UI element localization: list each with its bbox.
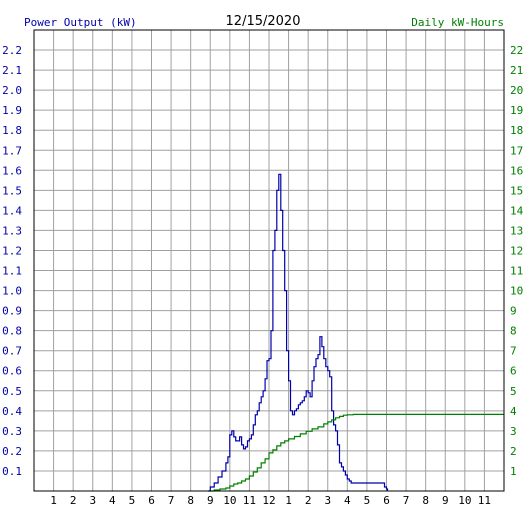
x-tick-label: 5 — [364, 494, 371, 507]
x-tick-label: 11 — [478, 494, 491, 507]
right-axis-label: Daily kW-Hours — [411, 16, 504, 29]
x-tick-label: 6 — [148, 494, 155, 507]
x-axis-ticks: 1 2 3 4 5 6 7 8 9 10 11 12 1 2 3 4 5 6 7 8 9 10 11 — [50, 494, 491, 507]
right-tick-label: 4 — [510, 405, 517, 418]
right-tick-label: 11 — [510, 265, 523, 278]
x-tick-label: 9 — [442, 494, 449, 507]
right-tick-label: 2 — [510, 445, 517, 458]
x-tick-label: 8 — [422, 494, 429, 507]
right-tick-label: 17 — [510, 144, 523, 157]
right-tick-label: 9 — [510, 305, 517, 318]
right-tick-label: 21 — [510, 64, 523, 77]
right-tick-label: 14 — [510, 204, 524, 217]
left-tick-label: 0.6 — [2, 365, 22, 378]
left-tick-label: 1.6 — [2, 164, 22, 177]
left-tick-label: 0.1 — [2, 465, 22, 478]
right-tick-label: 10 — [510, 285, 523, 298]
left-tick-label: 2.0 — [2, 84, 22, 97]
left-tick-label: 1.2 — [2, 244, 22, 257]
x-tick-label: 6 — [383, 494, 390, 507]
right-tick-label: 16 — [510, 164, 523, 177]
right-tick-label: 1 — [510, 465, 517, 478]
x-tick-label: 4 — [109, 494, 116, 507]
left-tick-label: 0.9 — [2, 305, 22, 318]
power-output-line — [208, 173, 389, 492]
x-tick-label: 9 — [207, 494, 214, 507]
x-tick-label: 12 — [262, 494, 275, 507]
right-tick-label: 13 — [510, 224, 523, 237]
x-tick-label: 10 — [223, 494, 236, 507]
chart-title: 12/15/2020 — [226, 14, 301, 29]
right-tick-label: 3 — [510, 425, 517, 438]
left-tick-label: 0.3 — [2, 425, 22, 438]
left-axis-label: Power Output (kW) — [24, 16, 137, 29]
x-tick-label: 11 — [243, 494, 256, 507]
left-tick-label: 0.4 — [2, 405, 22, 418]
left-tick-label: 1.7 — [2, 144, 22, 157]
x-tick-label: 10 — [458, 494, 471, 507]
right-tick-label: 22 — [510, 44, 523, 57]
right-tick-label: 12 — [510, 244, 523, 257]
right-tick-label: 20 — [510, 84, 523, 97]
left-tick-label: 1.8 — [2, 124, 22, 137]
left-tick-label: 0.5 — [2, 385, 22, 398]
left-tick-label: 1.9 — [2, 104, 22, 117]
x-tick-label: 7 — [403, 494, 410, 507]
x-tick-label: 3 — [324, 494, 331, 507]
x-tick-label: 7 — [168, 494, 175, 507]
right-tick-label: 7 — [510, 345, 517, 358]
left-tick-label: 1.3 — [2, 224, 22, 237]
right-tick-label: 8 — [510, 325, 517, 338]
left-tick-label: 2.2 — [2, 44, 22, 57]
left-axis-ticks: 0.1 0.2 0.3 0.4 0.5 0.6 0.7 0.8 0.9 1.0 1.1 1.2 1.3 1… — [2, 44, 22, 478]
left-tick-label: 1.0 — [2, 285, 22, 298]
x-tick-label: 8 — [187, 494, 194, 507]
x-tick-label: 3 — [89, 494, 96, 507]
left-tick-label: 2.1 — [2, 64, 22, 77]
right-tick-label: 6 — [510, 365, 517, 378]
right-tick-label: 15 — [510, 184, 523, 197]
plot-frame — [33, 29, 505, 492]
right-tick-label: 19 — [510, 104, 523, 117]
x-tick-label: 5 — [129, 494, 136, 507]
x-tick-label: 1 — [285, 494, 292, 507]
left-tick-label: 1.4 — [2, 204, 22, 217]
series-layer — [208, 173, 504, 492]
x-tick-label: 4 — [344, 494, 351, 507]
left-tick-label: 0.7 — [2, 345, 22, 358]
x-tick-label: 2 — [305, 494, 312, 507]
right-tick-label: 5 — [510, 385, 517, 398]
right-tick-label: 18 — [510, 124, 523, 137]
left-tick-label: 0.2 — [2, 445, 22, 458]
daily-kwh-line — [208, 413, 504, 492]
left-tick-label: 1.1 — [2, 265, 22, 278]
left-tick-label: 0.8 — [2, 325, 22, 338]
x-tick-label: 1 — [50, 494, 57, 507]
x-tick-label: 2 — [70, 494, 77, 507]
left-tick-label: 1.5 — [2, 184, 22, 197]
